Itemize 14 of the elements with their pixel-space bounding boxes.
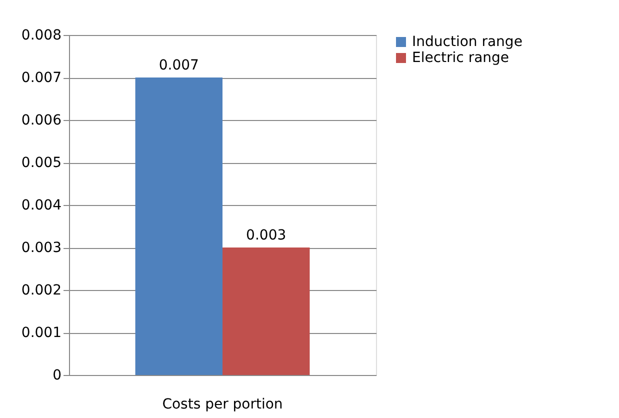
data-label: 0.007 (158, 58, 199, 74)
y-tick-label: 0.005 (21, 155, 62, 171)
y-tick-label: 0.006 (21, 112, 62, 128)
y-tick-label: 0 (52, 368, 62, 384)
legend-label: Electric range (412, 50, 510, 66)
data-label: 0.003 (246, 228, 286, 244)
y-tick-label: 0.002 (21, 282, 62, 298)
y-tick-label: 0.008 (21, 28, 62, 44)
y-tick-label: 0.003 (21, 240, 62, 256)
y-tick-label: 0.007 (21, 70, 62, 86)
y-tick-label: 0.004 (21, 198, 62, 214)
legend-label: Induction range (412, 34, 522, 50)
x-tick-label: Costs per portion (162, 396, 283, 412)
y-tick-label: 0.001 (21, 325, 62, 341)
